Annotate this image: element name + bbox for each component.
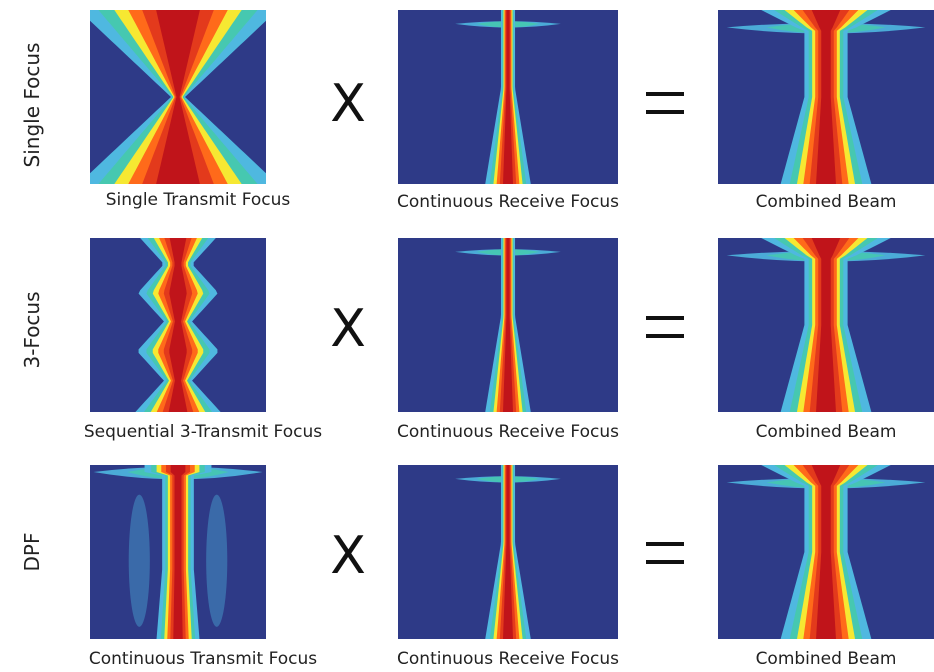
receive-caption: Continuous Receive Focus xyxy=(397,649,619,669)
transmit-caption: Single Transmit Focus xyxy=(105,190,291,210)
receive-caption: Continuous Receive Focus xyxy=(397,192,619,212)
combined-caption: Combined Beam xyxy=(755,192,897,212)
transmit-caption: Continuous Transmit Focus xyxy=(88,649,318,669)
receive-beam-image xyxy=(398,465,618,639)
multiply-operator: X xyxy=(330,526,366,586)
transmit-beam-image xyxy=(90,10,266,184)
combined-beam-image xyxy=(718,10,934,184)
receive-caption: Continuous Receive Focus xyxy=(397,422,619,442)
combined-beam-image xyxy=(718,465,934,639)
multiply-operator: X xyxy=(330,74,366,134)
transmit-beam-image xyxy=(90,465,266,639)
transmit-beam-image xyxy=(90,238,266,412)
multiply-operator: X xyxy=(330,299,366,359)
combined-beam-image xyxy=(718,238,934,412)
combined-caption: Combined Beam xyxy=(755,649,897,669)
combined-caption: Combined Beam xyxy=(755,422,897,442)
receive-beam-image xyxy=(398,238,618,412)
transmit-caption: Sequential 3-Transmit Focus xyxy=(83,422,323,442)
receive-beam-image xyxy=(398,10,618,184)
